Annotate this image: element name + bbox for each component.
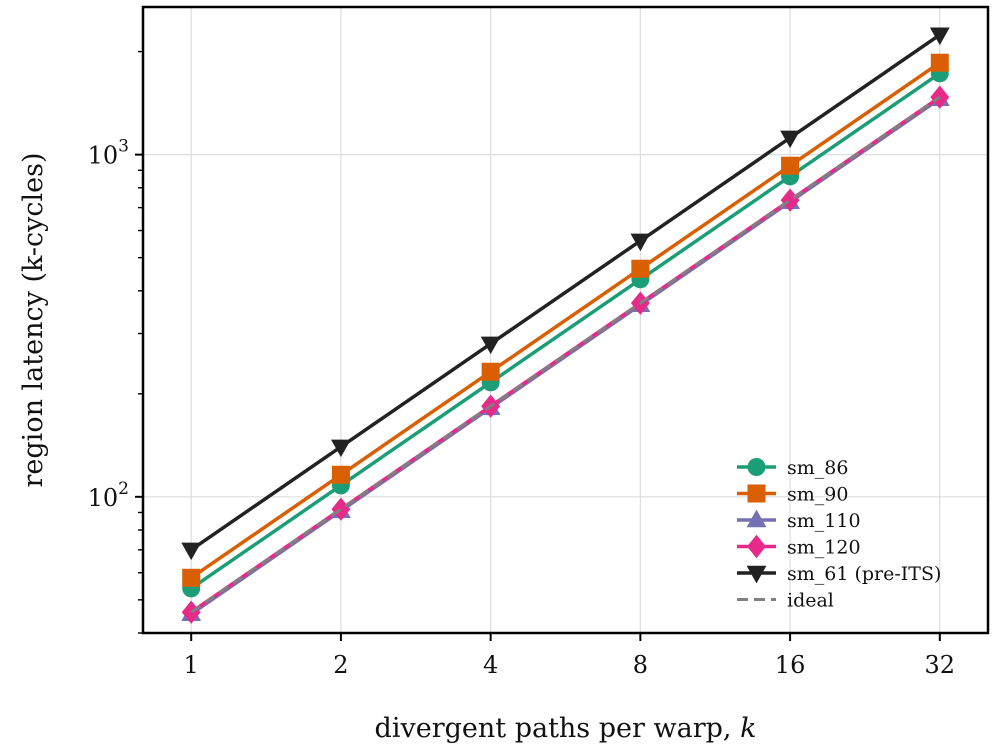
- x-tick-label: 8: [633, 651, 648, 679]
- x-tick-label: 1: [184, 651, 199, 679]
- data-point: [481, 362, 500, 381]
- axis-ticks: 1 2 4 8 16 32 102 103: [88, 50, 956, 679]
- data-point: [181, 600, 201, 624]
- legend-entry: sm_86: [737, 457, 848, 479]
- series-layer: [181, 27, 950, 624]
- series-line: [190, 95, 941, 614]
- data-point: [781, 156, 800, 175]
- data-point: [331, 439, 351, 458]
- legend-label: ideal: [787, 590, 834, 612]
- data-point: [930, 85, 950, 109]
- x-tick-label: 16: [775, 651, 806, 679]
- grid: [143, 7, 988, 633]
- x-axis-title: divergent paths per warp, k: [375, 713, 757, 744]
- legend-marker: [747, 458, 766, 476]
- data-point: [182, 568, 201, 587]
- series-sm-61-pre-ITS: [181, 27, 950, 561]
- legend-entry: sm_61 (pre-ITS): [737, 563, 941, 585]
- y-axis-title: region latency (k-cycles): [18, 153, 49, 488]
- series-line: [190, 61, 941, 580]
- series-sm-90: [182, 53, 949, 587]
- data-point: [930, 53, 949, 72]
- data-point: [331, 465, 350, 484]
- legend-label: sm_90: [787, 484, 848, 506]
- legend-marker: [747, 534, 766, 559]
- data-point: [631, 259, 650, 278]
- data-point: [480, 336, 501, 355]
- legend-entry: ideal: [737, 590, 834, 612]
- x-tick-label: 4: [483, 651, 498, 679]
- legend-marker: [746, 565, 767, 584]
- x-tick-label: 32: [925, 651, 956, 679]
- data-point: [780, 130, 800, 149]
- data-point: [780, 188, 800, 212]
- x-tick-label: 2: [333, 651, 348, 679]
- legend-label: sm_61 (pre-ITS): [787, 563, 941, 585]
- legend-entry: sm_110: [737, 509, 861, 532]
- data-point: [929, 27, 950, 46]
- data-point: [630, 233, 651, 252]
- legend-label: sm_86: [787, 457, 848, 479]
- legend-entry: sm_90: [737, 484, 848, 506]
- series-ideal: [190, 95, 941, 614]
- legend-label: sm_120: [787, 537, 861, 559]
- series-line: [190, 71, 941, 590]
- legend-marker: [747, 484, 766, 503]
- legend-marker: [746, 509, 767, 528]
- legend-entry: sm_120: [737, 534, 861, 559]
- y-tick-label: 102: [88, 479, 129, 512]
- series-line: [190, 33, 941, 552]
- data-point: [331, 497, 351, 521]
- plot-frame: [141, 5, 990, 635]
- legend-label: sm_110: [787, 510, 861, 532]
- legend: sm_86 sm_90 sm_110 sm_120 sm_61 (pre-ITS) ide…: [737, 457, 941, 612]
- data-point: [181, 542, 202, 561]
- y-tick-label: 103: [88, 137, 129, 170]
